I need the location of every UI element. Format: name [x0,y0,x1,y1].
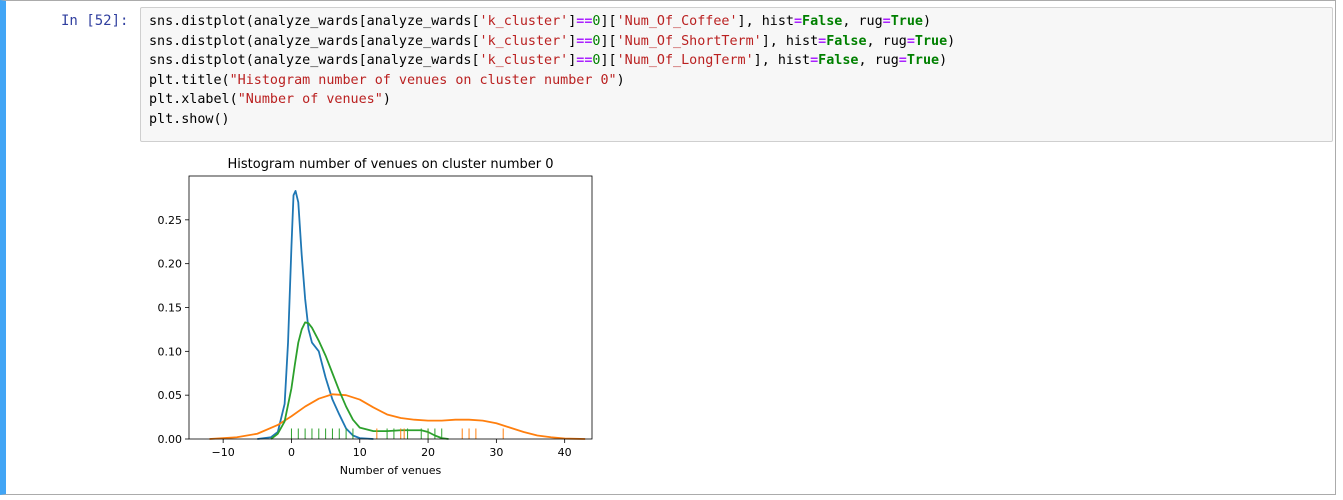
chart-title: Histogram number of venues on cluster nu… [228,157,554,172]
y-tick-label: 0.20 [158,258,183,271]
code-token: ][ [600,33,617,49]
code-token: == [576,53,593,68]
code-token: ][ [600,53,617,68]
code-token: 0 [592,53,601,68]
code-token: == [576,33,593,49]
code-token: ], hist [753,53,811,68]
code-token: = [898,53,907,68]
series-line-2 [270,321,449,440]
code-token: plt.xlabel( [149,92,238,107]
code-token: 'k_cluster' [479,14,569,29]
code-token: ) [939,53,948,68]
code-token: = [810,53,819,68]
code-line: plt.show() [149,110,955,130]
y-tick-label: 0.05 [158,389,183,402]
code-token: ] [568,14,577,29]
y-tick-label: 0.15 [158,302,183,315]
x-tick-label: −10 [212,446,235,459]
code-token: ] [568,53,577,68]
code-token: ][ [600,14,617,29]
code-line: plt.title("Histogram number of venues on… [149,71,955,91]
code-token: 'Num_Of_LongTerm' [616,53,754,68]
code-token: 0 [592,33,601,49]
code-token: , rug [858,53,899,68]
code-token: = [818,33,827,49]
code-token: , rug [842,14,883,29]
code-token: 'Num_Of_Coffee' [616,14,738,29]
code-token: sns.distplot(analyze_wards[analyze_wards… [149,33,480,49]
code-token: ], hist [761,33,819,49]
code-token: = [793,14,803,29]
x-tick-label: 20 [421,446,435,459]
code-token: True [914,33,948,49]
code-token: True [906,53,940,68]
y-tick-label: 0.10 [158,345,183,358]
code-token: False [818,53,859,68]
code-line: sns.distplot(analyze_wards[analyze_wards… [149,32,955,52]
code-text[interactable]: sns.distplot(analyze_wards[analyze_wards… [149,12,955,129]
series-line-1 [209,393,586,440]
x-axis-label: Number of venues [340,464,442,477]
series-line-0 [257,190,374,440]
code-token: plt.title( [149,72,230,88]
x-tick-label: 30 [489,446,503,459]
code-token: 'k_cluster' [479,53,569,68]
code-token: "Histogram number of venues on cluster n… [229,72,617,88]
code-token: 'Num_Of_ShortTerm' [616,33,762,49]
x-tick-label: 40 [558,446,572,459]
code-token: ] [568,33,577,49]
code-token: 'k_cluster' [479,33,569,49]
code-token: , rug [866,33,907,49]
code-token: 0 [592,14,601,29]
y-tick-label: 0.00 [158,433,183,446]
code-line: plt.xlabel("Number of venues") [149,90,955,110]
code-token: = [906,33,915,49]
kde-chart: Histogram number of venues on cluster nu… [158,157,593,477]
y-tick-label: 0.25 [158,214,183,227]
code-token: True [890,14,923,29]
code-token: ) [947,33,956,49]
code-token: "Number of venues" [237,92,383,107]
code-token: sns.distplot(analyze_wards[analyze_wards… [149,14,480,29]
code-line: sns.distplot(analyze_wards[analyze_wards… [149,12,955,32]
code-token: ) [382,92,391,107]
code-line: sns.distplot(analyze_wards[analyze_wards… [149,51,955,71]
code-token: ], hist [737,14,794,29]
code-token: False [826,33,867,49]
code-token: sns.distplot(analyze_wards[analyze_wards… [149,53,480,68]
code-editor[interactable]: sns.distplot(analyze_wards[analyze_wards… [140,7,1333,142]
code-token: ) [922,14,932,29]
cell-output: Histogram number of venues on cluster nu… [140,149,610,489]
code-token: plt.show() [149,111,230,127]
cell-prompt: In [52]: [61,13,129,29]
code-token: == [576,14,593,29]
code-token: = [882,14,891,29]
code-token: False [802,14,843,29]
plot-frame [188,175,593,440]
x-tick-label: 10 [353,446,367,459]
code-token: ) [616,72,625,88]
x-tick-label: 0 [288,446,295,459]
